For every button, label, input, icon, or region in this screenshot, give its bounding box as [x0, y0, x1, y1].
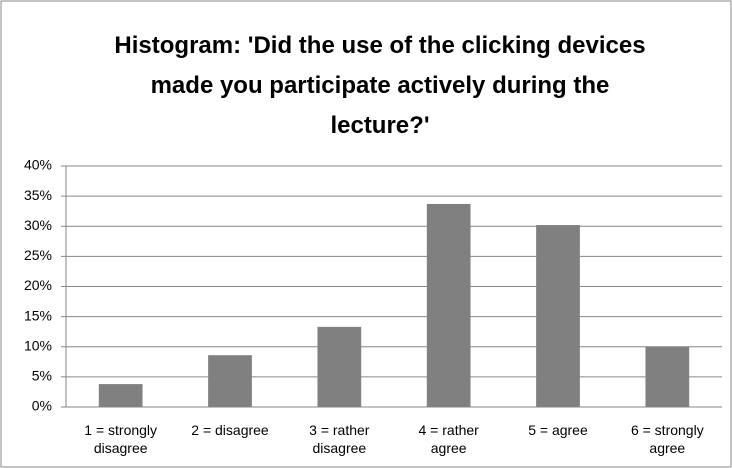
- chart-title: Histogram: 'Did the use of the clicking …: [114, 32, 646, 139]
- bar: [536, 225, 580, 407]
- y-tick-label: 35%: [24, 187, 52, 203]
- bar: [98, 384, 143, 407]
- x-tick-label: 2 = disagree: [191, 422, 269, 438]
- y-tick-label: 30%: [24, 217, 52, 233]
- y-tick-label: 20%: [24, 277, 52, 293]
- y-tick-label: 5%: [32, 368, 52, 384]
- y-tick-label: 10%: [24, 337, 52, 353]
- x-tick-label: 4 = rather agree: [418, 422, 479, 456]
- bar: [317, 326, 362, 407]
- y-tick-label: 15%: [24, 307, 52, 323]
- bar: [426, 203, 471, 407]
- x-tick-label: 5 = agree: [528, 422, 588, 438]
- bar: [645, 346, 690, 407]
- y-tick-label: 25%: [24, 247, 52, 263]
- y-tick-label: 0%: [32, 398, 52, 414]
- bar: [208, 355, 252, 407]
- y-tick-label: 40%: [24, 157, 52, 173]
- x-tick-label: 6 = strongly agree: [630, 422, 704, 456]
- x-tick-label: 3 = rather disagree: [309, 422, 370, 456]
- x-tick-label: 1 = strongly disagree: [84, 422, 158, 456]
